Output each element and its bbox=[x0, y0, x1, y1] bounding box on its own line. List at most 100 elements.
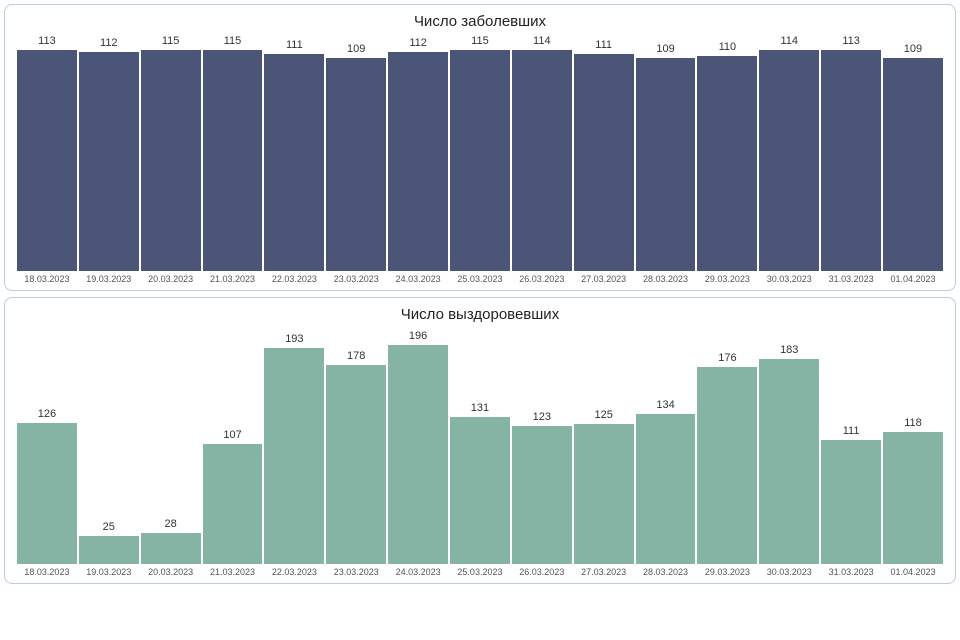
chart-panel-0: Число заболевших113112115115111109112115… bbox=[4, 4, 956, 291]
bar-value-label: 115 bbox=[141, 36, 201, 47]
axis-tick: 30.03.2023 bbox=[759, 274, 819, 284]
bar-value-label: 111 bbox=[821, 426, 881, 437]
bar bbox=[883, 58, 943, 271]
bar bbox=[203, 50, 263, 271]
bar-value-label: 111 bbox=[574, 40, 634, 51]
bar bbox=[574, 424, 634, 564]
bar-wrap: 110 bbox=[697, 36, 757, 271]
bar-wrap: 111 bbox=[264, 36, 324, 271]
bar-wrap: 196 bbox=[388, 329, 448, 564]
bar bbox=[326, 365, 386, 564]
axis-tick: 21.03.2023 bbox=[203, 567, 263, 577]
bar-wrap: 131 bbox=[450, 329, 510, 564]
bar-wrap: 115 bbox=[141, 36, 201, 271]
bar-wrap: 114 bbox=[512, 36, 572, 271]
axis-tick: 23.03.2023 bbox=[326, 567, 386, 577]
axis-tick: 19.03.2023 bbox=[79, 567, 139, 577]
bar bbox=[141, 533, 201, 564]
axis-tick: 20.03.2023 bbox=[141, 567, 201, 577]
bar bbox=[326, 58, 386, 271]
axis-tick: 01.04.2023 bbox=[883, 274, 943, 284]
bar-value-label: 126 bbox=[17, 409, 77, 420]
bar-value-label: 125 bbox=[574, 410, 634, 421]
axis-tick: 29.03.2023 bbox=[697, 274, 757, 284]
bar-value-label: 114 bbox=[759, 36, 819, 47]
axis-tick: 28.03.2023 bbox=[636, 567, 696, 577]
axis-tick: 27.03.2023 bbox=[574, 567, 634, 577]
bar-wrap: 125 bbox=[574, 329, 634, 564]
bar bbox=[79, 52, 139, 271]
bar-value-label: 134 bbox=[636, 400, 696, 411]
bar-wrap: 113 bbox=[17, 36, 77, 271]
axis-tick: 24.03.2023 bbox=[388, 274, 448, 284]
bar-value-label: 123 bbox=[512, 412, 572, 423]
bar-wrap: 126 bbox=[17, 329, 77, 564]
bar-value-label: 183 bbox=[759, 345, 819, 356]
bar bbox=[883, 432, 943, 564]
bar-wrap: 28 bbox=[141, 329, 201, 564]
bar-wrap: 115 bbox=[203, 36, 263, 271]
axis-tick: 25.03.2023 bbox=[450, 274, 510, 284]
bar bbox=[574, 54, 634, 271]
bar bbox=[79, 536, 139, 564]
bar-value-label: 115 bbox=[450, 36, 510, 47]
chart-panel-1: Число выздоровевших 126 2528107193178196 13… bbox=[4, 297, 956, 584]
bar bbox=[636, 58, 696, 271]
chart-title: Число заболевших bbox=[15, 13, 945, 30]
bar-wrap: 113 bbox=[821, 36, 881, 271]
bar bbox=[388, 52, 448, 271]
axis-tick: 29.03.2023 bbox=[697, 567, 757, 577]
bar-value-label: 25 bbox=[79, 522, 139, 533]
axis-tick: 31.03.2023 bbox=[821, 274, 881, 284]
bar-value-label: 178 bbox=[326, 351, 386, 362]
axis-tick: 01.04.2023 bbox=[883, 567, 943, 577]
bar-value-label: 131 bbox=[450, 403, 510, 414]
bar-wrap: 176 bbox=[697, 329, 757, 564]
axis-tick: 21.03.2023 bbox=[203, 274, 263, 284]
bar-value-label: 196 bbox=[388, 331, 448, 342]
bar bbox=[450, 50, 510, 271]
bar bbox=[388, 345, 448, 564]
bar-value-label: 176 bbox=[697, 353, 757, 364]
bar bbox=[141, 50, 201, 271]
bar bbox=[821, 440, 881, 564]
axis-tick: 22.03.2023 bbox=[264, 274, 324, 284]
bar-wrap: 107 bbox=[203, 329, 263, 564]
axis-tick: 31.03.2023 bbox=[821, 567, 881, 577]
axis-tick: 24.03.2023 bbox=[388, 567, 448, 577]
axis-tick: 26.03.2023 bbox=[512, 567, 572, 577]
bar bbox=[759, 50, 819, 271]
bar-value-label: 113 bbox=[821, 36, 881, 47]
bar-value-label: 109 bbox=[883, 44, 943, 55]
bar-wrap: 112 bbox=[388, 36, 448, 271]
bar-wrap: 109 bbox=[636, 36, 696, 271]
axis-tick: 25.03.2023 bbox=[450, 567, 510, 577]
axis-tick: 27.03.2023 bbox=[574, 274, 634, 284]
axis-tick: 28.03.2023 bbox=[636, 274, 696, 284]
chart-x-axis: 18.03.202319.03.202320.03.202321.03.2023… bbox=[15, 274, 945, 284]
bar bbox=[264, 348, 324, 564]
bar bbox=[759, 359, 819, 564]
bar bbox=[512, 426, 572, 564]
axis-tick: 22.03.2023 bbox=[264, 567, 324, 577]
bar-value-label: 114 bbox=[512, 36, 572, 47]
bar-wrap: 123 bbox=[512, 329, 572, 564]
bar-wrap: 112 bbox=[79, 36, 139, 271]
bar bbox=[450, 417, 510, 564]
bar-wrap: 109 bbox=[326, 36, 386, 271]
bar-wrap: 111 bbox=[574, 36, 634, 271]
bar-value-label: 193 bbox=[264, 334, 324, 345]
axis-tick: 18.03.2023 bbox=[17, 567, 77, 577]
bar-value-label: 28 bbox=[141, 519, 201, 530]
bar-wrap: 193 bbox=[264, 329, 324, 564]
chart-title: Число выздоровевших bbox=[15, 306, 945, 323]
bar-value-label: 112 bbox=[79, 38, 139, 49]
bar-value-label: 111 bbox=[264, 40, 324, 51]
axis-tick: 26.03.2023 bbox=[512, 274, 572, 284]
bar bbox=[697, 367, 757, 564]
bar-value-label: 109 bbox=[636, 44, 696, 55]
bar-value-label: 118 bbox=[883, 418, 943, 429]
bar bbox=[821, 50, 881, 271]
bar-value-label: 113 bbox=[17, 36, 77, 47]
bar-value-label: 110 bbox=[697, 42, 757, 53]
